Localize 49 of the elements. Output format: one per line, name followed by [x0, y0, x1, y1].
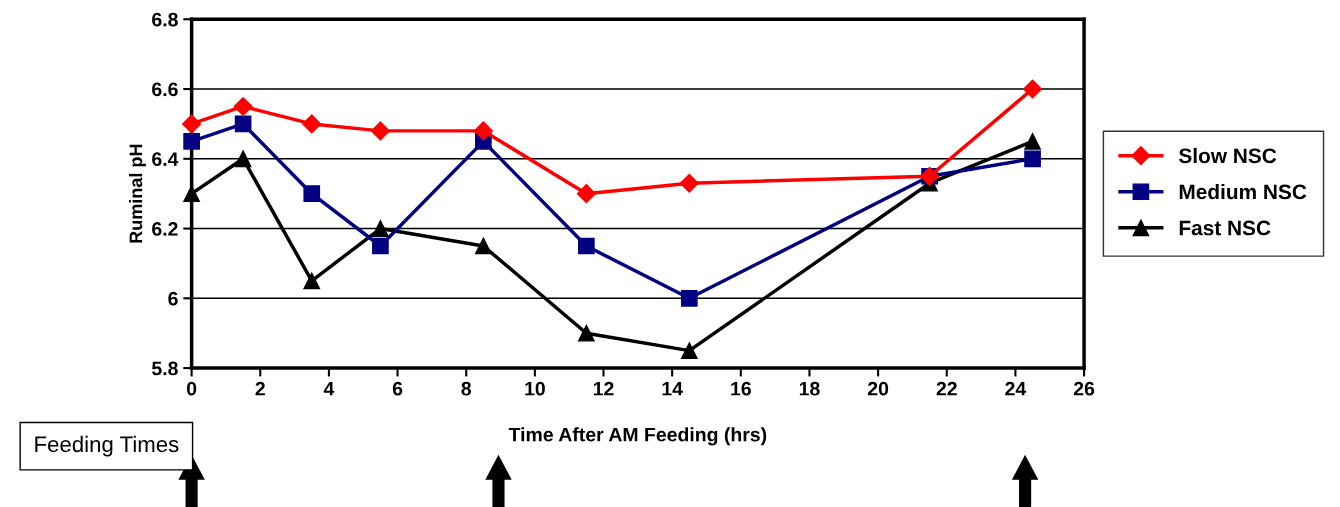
y-tick-label: 6.8 — [152, 12, 178, 27]
x-tick-label: 0 — [186, 381, 197, 396]
x-tick-label: 26 — [1073, 381, 1095, 396]
point — [182, 114, 202, 134]
legend-label: Medium NSC — [1179, 183, 1307, 200]
y-tick-label: 6 — [168, 291, 178, 306]
point — [183, 185, 200, 203]
legend-label: Slow NSC — [1179, 147, 1277, 164]
point — [303, 185, 321, 203]
point — [576, 184, 596, 204]
point — [234, 150, 252, 168]
point — [1024, 133, 1041, 150]
point — [370, 121, 390, 141]
point — [183, 133, 200, 150]
x-tick-label: 4 — [323, 381, 335, 396]
x-tick-label: 22 — [936, 381, 957, 396]
point — [680, 289, 698, 307]
point — [303, 272, 321, 290]
x-tick-label: 10 — [525, 381, 545, 396]
legend-label: Fast NSC — [1179, 220, 1271, 236]
point — [234, 115, 252, 133]
point — [372, 220, 389, 237]
point — [372, 237, 389, 255]
x-tick-label: 8 — [461, 381, 472, 396]
x-tick-label: 6 — [392, 381, 403, 396]
x-tick-label: 16 — [731, 381, 751, 396]
point — [1023, 79, 1043, 99]
x-axis-title: Time After AM Feeding (hrs) — [508, 427, 767, 446]
point — [578, 237, 595, 255]
point — [233, 96, 253, 117]
point — [578, 324, 595, 342]
x-tick-label: 24 — [1005, 381, 1027, 396]
point — [679, 173, 699, 193]
point — [302, 114, 322, 134]
y-tick-label: 6.6 — [152, 82, 178, 97]
x-tick-label: 18 — [799, 381, 820, 396]
point — [475, 237, 492, 255]
point — [1024, 150, 1041, 168]
x-tick-label: 2 — [255, 381, 265, 396]
text: Feeding Times — [35, 435, 179, 457]
x-tick-label: 20 — [867, 381, 889, 396]
y-tick-label: 5.8 — [152, 361, 178, 376]
y-tick-label: 6.4 — [152, 152, 179, 167]
x-tick-label: 14 — [662, 381, 683, 396]
point — [473, 121, 493, 141]
x-tick-label: 12 — [593, 381, 614, 396]
y-axis-title: Ruminal pH — [129, 144, 146, 243]
y-tick-label: 6.2 — [152, 222, 178, 236]
point — [680, 342, 698, 359]
